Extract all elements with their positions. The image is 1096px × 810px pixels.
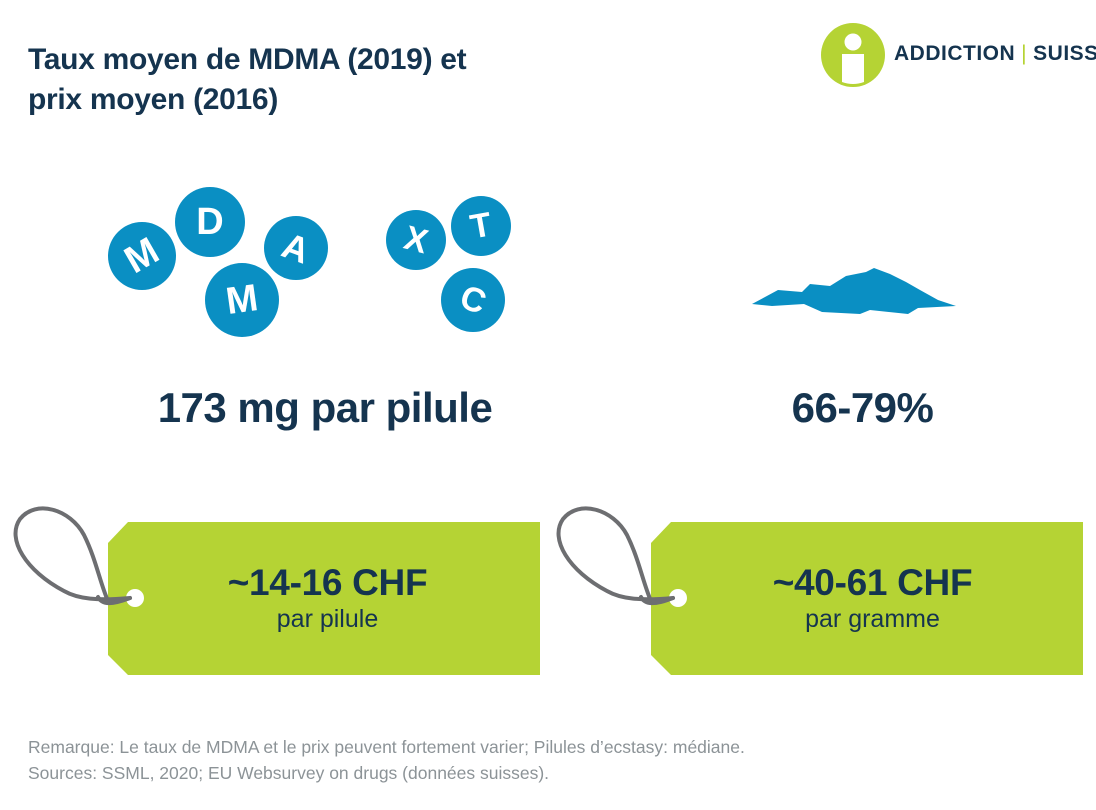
logo-word-addiction: ADDICTION xyxy=(894,42,1016,65)
price-tag-icon xyxy=(13,506,540,675)
powder-purity-stat: 66-79% xyxy=(791,384,934,431)
pill-icon: C xyxy=(441,268,505,332)
footer-remark: Remarque: Le taux de MDMA et le prix peu… xyxy=(28,737,745,757)
pill-icon: X xyxy=(386,210,446,270)
addiction-suisse-i-icon xyxy=(821,23,885,87)
tag-price: ~40-61 CHF xyxy=(772,562,973,603)
pill-icon: T xyxy=(451,196,511,256)
tag-text-gram: ~40-61 CHF par gramme xyxy=(740,562,1005,634)
title-line-1: Taux moyen de MDMA (2019) et xyxy=(28,43,467,76)
pill-letter: M xyxy=(223,277,260,323)
title-line-2: prix moyen (2016) xyxy=(28,83,279,116)
logo-word-suisse: SUISSE xyxy=(1033,42,1096,65)
pills-illustration: M D A M X T C xyxy=(108,187,511,337)
pill-icon: D xyxy=(175,187,245,257)
tag-unit: par pilule xyxy=(276,605,379,633)
pill-icon: M xyxy=(205,263,279,337)
addiction-suisse-logo: ADDICTION|SUISSE xyxy=(820,22,1096,88)
powder-pile-icon xyxy=(752,268,956,314)
tag-unit: par gramme xyxy=(805,605,940,633)
tag-price: ~14-16 CHF xyxy=(227,562,428,603)
pill-icon: A xyxy=(264,216,328,280)
logo-separator: | xyxy=(1021,42,1028,65)
pill-dose-stat: 173 mg par pilule xyxy=(157,384,493,431)
tag-text-pill: ~14-16 CHF par pilule xyxy=(195,562,460,634)
footer-notes: Remarque: Le taux de MDMA et le prix peu… xyxy=(28,734,1068,786)
logo-text: ADDICTION|SUISSE xyxy=(894,42,1096,66)
pill-icon: M xyxy=(108,222,176,290)
page-title: Taux moyen de MDMA (2019) et prix moyen … xyxy=(28,40,588,120)
price-tag-icon xyxy=(556,506,1083,675)
footer-sources: Sources: SSML, 2020; EU Websurvey on dru… xyxy=(28,763,550,783)
pill-letter: D xyxy=(196,201,223,243)
